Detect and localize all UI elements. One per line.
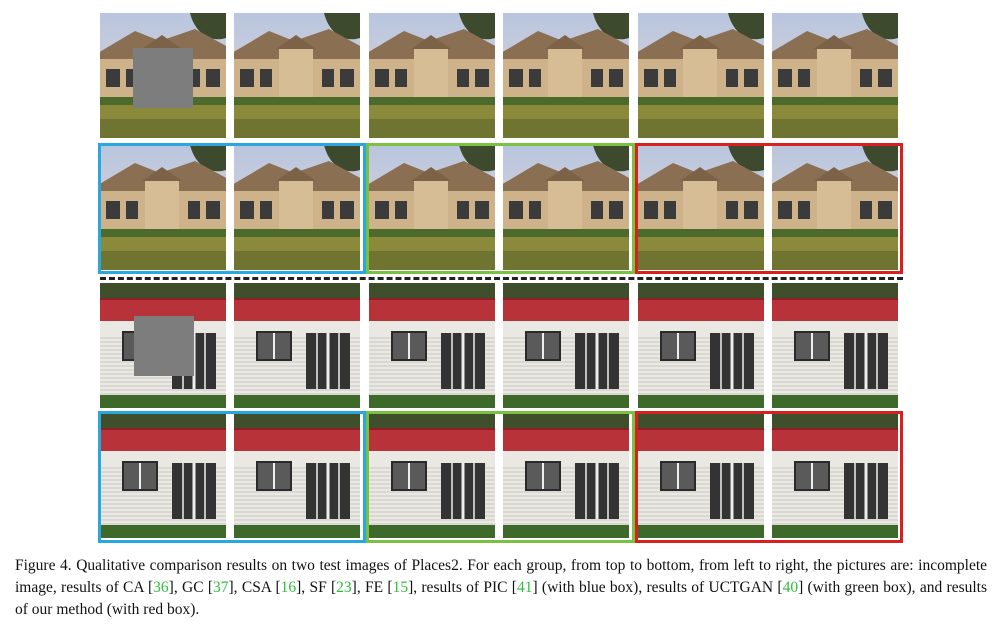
result-sf-1 (638, 13, 764, 138)
result-ca-2 (234, 283, 360, 408)
result-gc-1 (369, 13, 495, 138)
caption-label: Figure 4. (15, 557, 72, 574)
citation-link[interactable]: 15 (392, 579, 409, 596)
incomplete-image-2 (100, 283, 226, 408)
result-uctgan-1b (503, 145, 629, 270)
group-divider (100, 277, 903, 280)
result-pic-2a (100, 413, 226, 538)
figure-caption: Figure 4. Qualitative comparison results… (15, 557, 988, 618)
result-ours-2b (772, 413, 898, 538)
citation-link[interactable]: 23 (336, 579, 352, 596)
result-pic-2b (234, 413, 360, 538)
result-pic-1a (100, 145, 226, 270)
citation-link[interactable]: 41 (516, 579, 533, 596)
citation-link[interactable]: 16 (280, 579, 297, 596)
citation-link[interactable]: 40 (782, 579, 799, 596)
figure (98, 13, 903, 543)
result-uctgan-2a (369, 413, 495, 538)
result-csa-2 (503, 283, 629, 408)
result-fe-1 (772, 13, 898, 138)
result-pic-1b (234, 145, 360, 270)
incomplete-image-1 (100, 13, 226, 138)
result-uctgan-1a (369, 145, 495, 270)
result-uctgan-2b (503, 413, 629, 538)
result-ours-1a (638, 145, 764, 270)
result-sf-2 (638, 283, 764, 408)
result-ours-1b (772, 145, 898, 270)
citation-link[interactable]: 37 (213, 579, 229, 596)
result-gc-2 (369, 283, 495, 408)
result-ours-2a (638, 413, 764, 538)
result-ca-1 (234, 13, 360, 138)
result-csa-1 (503, 13, 629, 138)
citation-link[interactable]: 36 (153, 579, 169, 596)
result-fe-2 (772, 283, 898, 408)
